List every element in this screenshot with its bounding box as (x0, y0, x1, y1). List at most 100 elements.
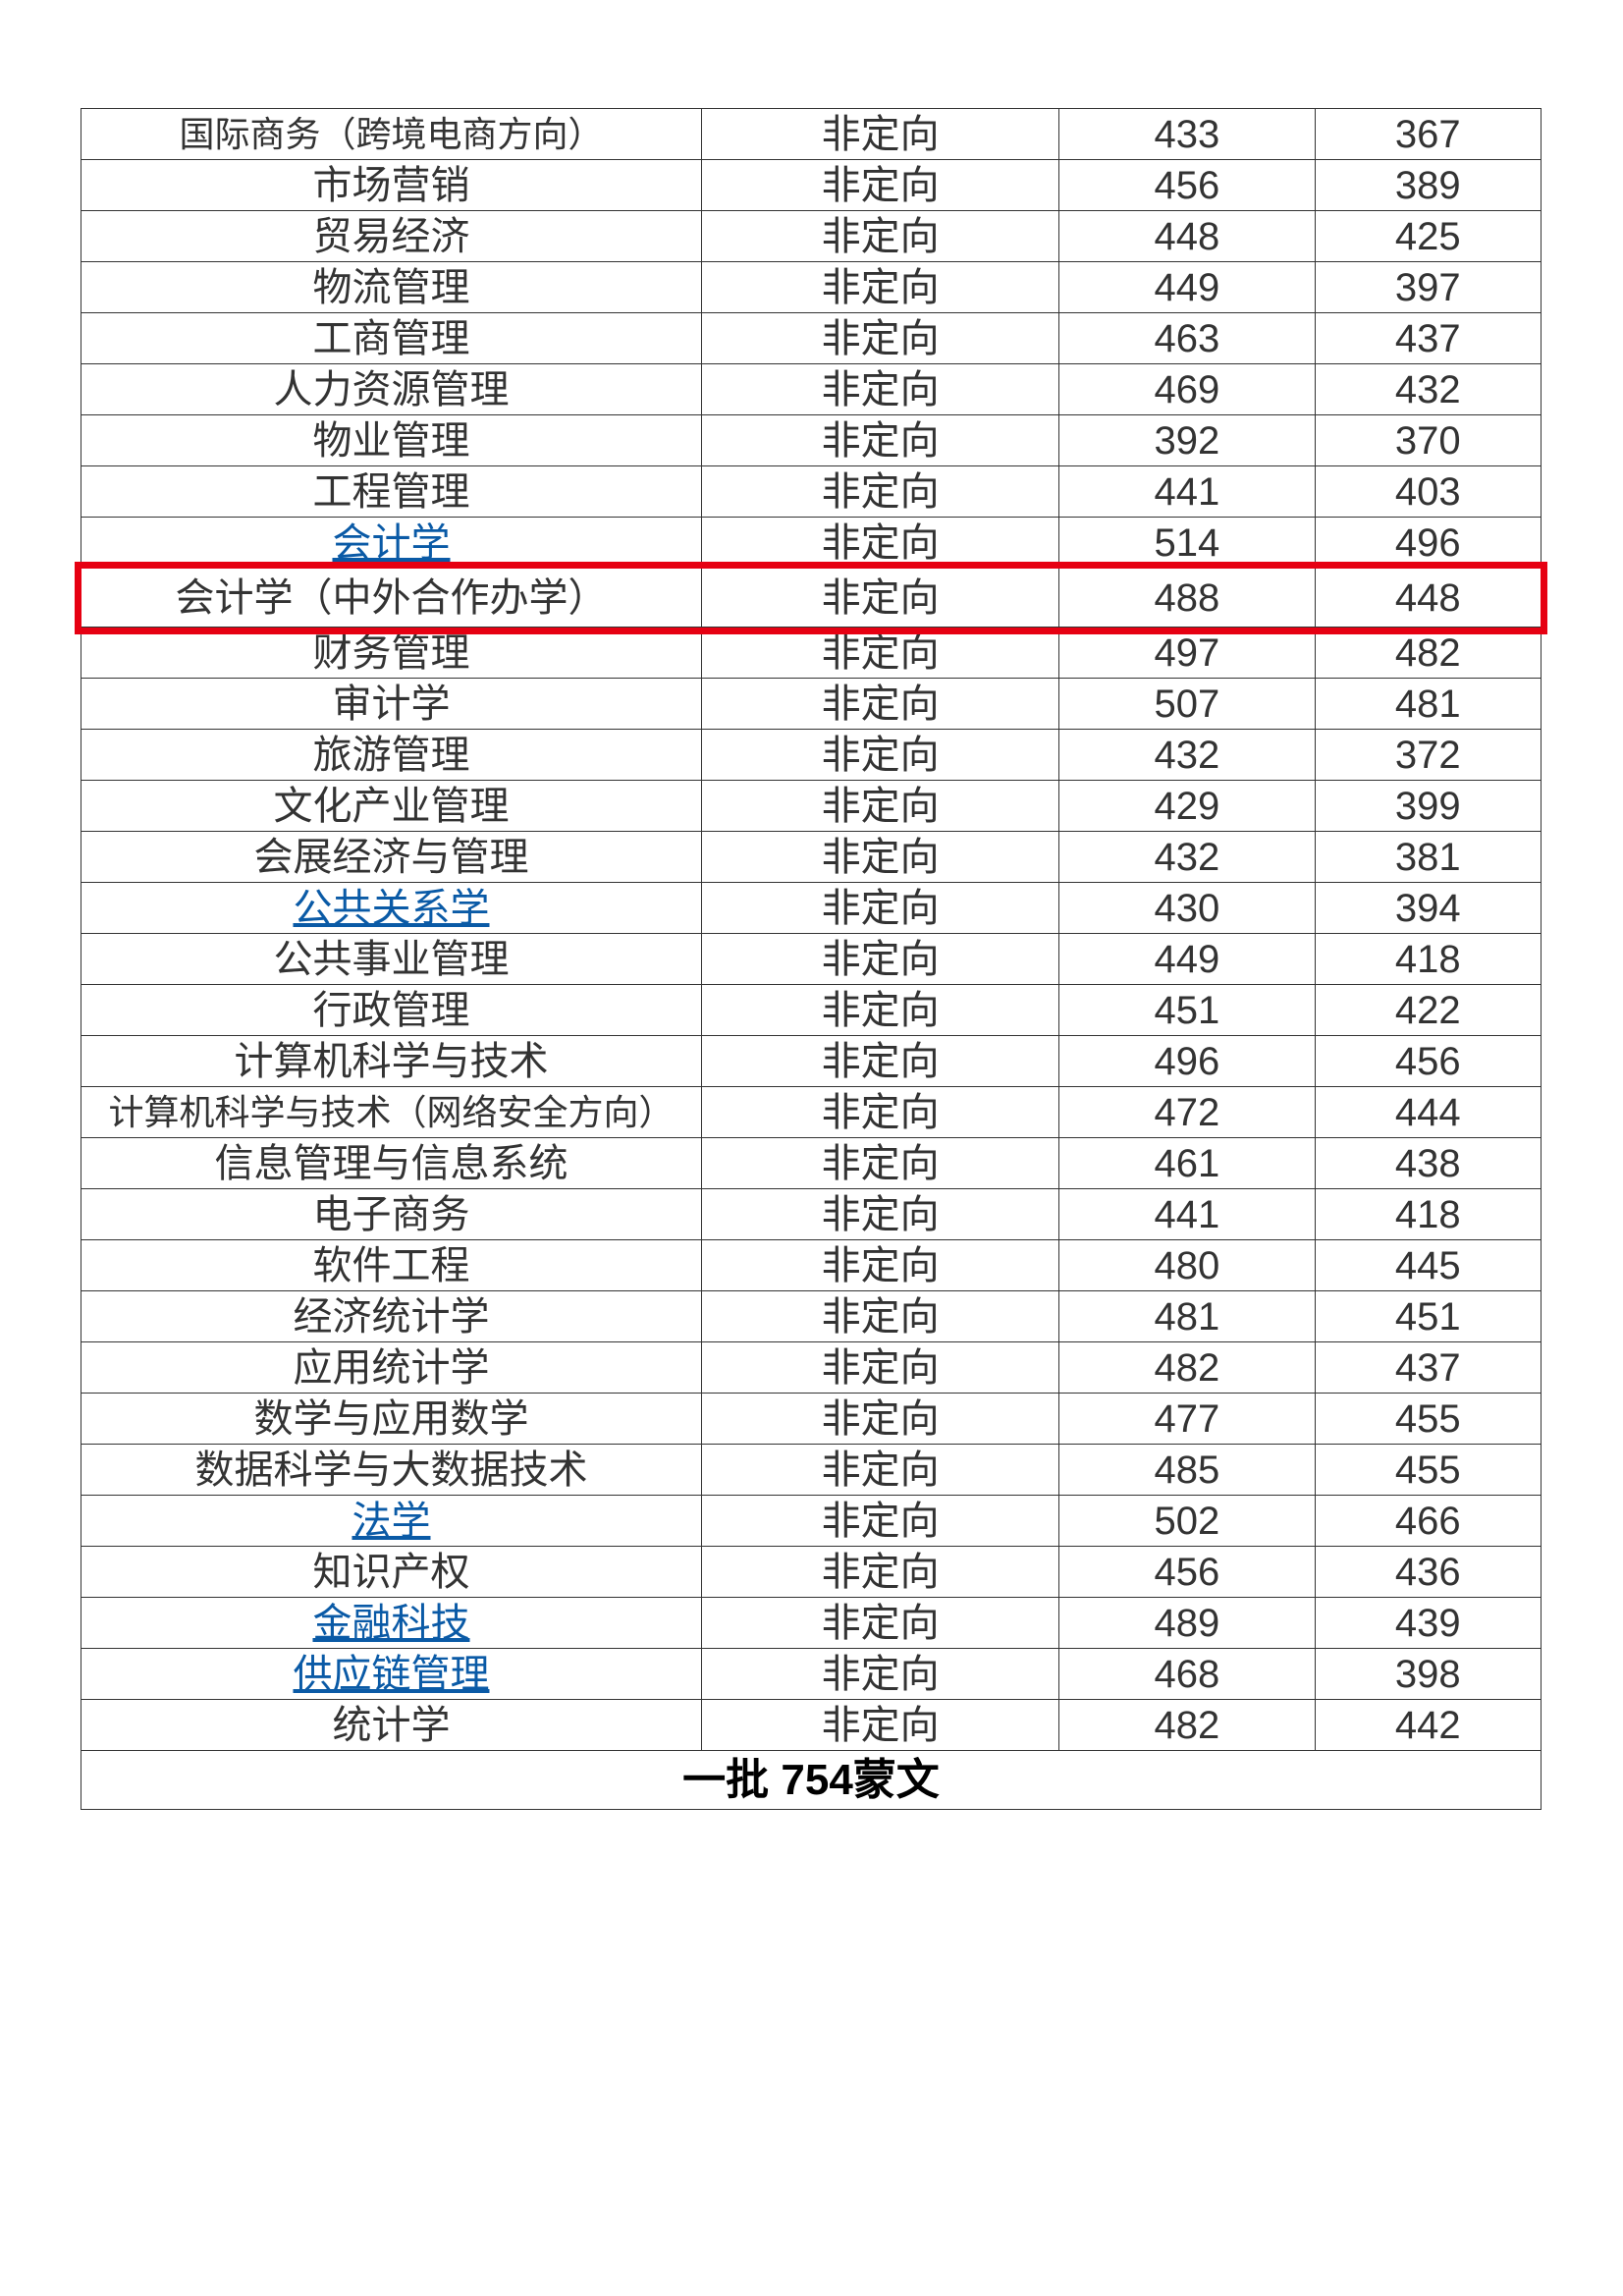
type-cell: 非定向 (701, 364, 1058, 415)
table-row: 供应链管理非定向468398 (81, 1649, 1542, 1700)
score2-cell: 394 (1315, 883, 1542, 934)
table-row: 计算机科学与技术（网络安全方向）非定向472444 (81, 1087, 1542, 1138)
major-cell: 工商管理 (81, 313, 702, 364)
score2-cell: 437 (1315, 1342, 1542, 1394)
major-cell: 金融科技 (81, 1598, 702, 1649)
score2-cell: 381 (1315, 832, 1542, 883)
type-cell: 非定向 (701, 1394, 1058, 1445)
score2-cell: 455 (1315, 1445, 1542, 1496)
table-row: 公共事业管理非定向449418 (81, 934, 1542, 985)
major-cell: 公共事业管理 (81, 934, 702, 985)
major-link[interactable]: 公共关系学 (293, 887, 489, 930)
major-cell: 物业管理 (81, 415, 702, 466)
score1-cell: 485 (1059, 1445, 1315, 1496)
section-header-row: 一批 754蒙文 (81, 1751, 1542, 1810)
table-row: 财务管理非定向497482 (81, 628, 1542, 679)
score1-cell: 514 (1059, 518, 1315, 569)
score1-cell: 451 (1059, 985, 1315, 1036)
table-row: 会计学 非定向514496 (81, 518, 1542, 569)
score1-cell: 468 (1059, 1649, 1315, 1700)
score1-cell: 432 (1059, 832, 1315, 883)
table-row: 国际商务（跨境电商方向）非定向433367 (81, 109, 1542, 160)
major-link[interactable]: 供应链管理 (293, 1653, 489, 1696)
major-cell: 计算机科学与技术（网络安全方向） (81, 1087, 702, 1138)
table-row: 统计学非定向482442 (81, 1700, 1542, 1751)
table-row: 会展经济与管理非定向432381 (81, 832, 1542, 883)
table-row: 知识产权非定向456436 (81, 1547, 1542, 1598)
major-cell: 文化产业管理 (81, 781, 702, 832)
score2-cell: 438 (1315, 1138, 1542, 1189)
major-cell: 知识产权 (81, 1547, 702, 1598)
score2-cell: 425 (1315, 211, 1542, 262)
table-row: 工商管理非定向463437 (81, 313, 1542, 364)
score2-cell: 439 (1315, 1598, 1542, 1649)
score1-cell: 456 (1059, 1547, 1315, 1598)
major-link[interactable]: 法学 (352, 1500, 430, 1543)
type-cell: 非定向 (701, 211, 1058, 262)
type-cell: 非定向 (701, 1138, 1058, 1189)
type-cell: 非定向 (701, 1087, 1058, 1138)
type-cell: 非定向 (701, 730, 1058, 781)
major-cell: 贸易经济 (81, 211, 702, 262)
type-cell: 非定向 (701, 313, 1058, 364)
type-cell: 非定向 (701, 679, 1058, 730)
major-cell: 人力资源管理 (81, 364, 702, 415)
score2-cell: 367 (1315, 109, 1542, 160)
major-cell: 会计学（中外合作办学） (81, 569, 702, 628)
table-row: 金融科技 非定向489439 (81, 1598, 1542, 1649)
type-cell: 非定向 (701, 1189, 1058, 1240)
score1-cell: 480 (1059, 1240, 1315, 1291)
major-cell: 旅游管理 (81, 730, 702, 781)
type-cell: 非定向 (701, 1496, 1058, 1547)
table-row: 公共关系学非定向430394 (81, 883, 1542, 934)
score2-cell: 455 (1315, 1394, 1542, 1445)
major-link[interactable]: 会计学 (332, 521, 450, 565)
type-cell: 非定向 (701, 415, 1058, 466)
score1-cell: 488 (1059, 569, 1315, 628)
score2-cell: 389 (1315, 160, 1542, 211)
score2-cell: 422 (1315, 985, 1542, 1036)
score1-cell: 482 (1059, 1700, 1315, 1751)
type-cell: 非定向 (701, 518, 1058, 569)
major-cell: 会计学 (81, 518, 702, 569)
major-link[interactable]: 金融科技 (312, 1602, 469, 1645)
score2-cell: 418 (1315, 934, 1542, 985)
major-cell: 经济统计学 (81, 1291, 702, 1342)
score1-cell: 461 (1059, 1138, 1315, 1189)
type-cell: 非定向 (701, 160, 1058, 211)
score2-cell: 451 (1315, 1291, 1542, 1342)
score2-cell: 482 (1315, 628, 1542, 679)
score1-cell: 433 (1059, 109, 1315, 160)
table-row: 工程管理非定向441403 (81, 466, 1542, 518)
score2-cell: 436 (1315, 1547, 1542, 1598)
score2-cell: 481 (1315, 679, 1542, 730)
major-cell: 国际商务（跨境电商方向） (81, 109, 702, 160)
type-cell: 非定向 (701, 628, 1058, 679)
score2-cell: 496 (1315, 518, 1542, 569)
major-cell: 供应链管理 (81, 1649, 702, 1700)
score1-cell: 472 (1059, 1087, 1315, 1138)
table-row: 审计学非定向507481 (81, 679, 1542, 730)
type-cell: 非定向 (701, 1342, 1058, 1394)
table-row: 数据科学与大数据技术非定向485455 (81, 1445, 1542, 1496)
score2-cell: 418 (1315, 1189, 1542, 1240)
admission-table: 国际商务（跨境电商方向）非定向433367市场营销非定向456389贸易经济非定… (81, 108, 1542, 1810)
type-cell: 非定向 (701, 1598, 1058, 1649)
score1-cell: 392 (1059, 415, 1315, 466)
score2-cell: 398 (1315, 1649, 1542, 1700)
score1-cell: 469 (1059, 364, 1315, 415)
type-cell: 非定向 (701, 466, 1058, 518)
score2-cell: 399 (1315, 781, 1542, 832)
type-cell: 非定向 (701, 985, 1058, 1036)
score1-cell: 432 (1059, 730, 1315, 781)
score1-cell: 429 (1059, 781, 1315, 832)
table-row: 信息管理与信息系统非定向461438 (81, 1138, 1542, 1189)
score2-cell: 432 (1315, 364, 1542, 415)
score2-cell: 370 (1315, 415, 1542, 466)
table-row: 贸易经济非定向448425 (81, 211, 1542, 262)
score2-cell: 448 (1315, 569, 1542, 628)
score1-cell: 489 (1059, 1598, 1315, 1649)
table-row: 旅游管理非定向432372 (81, 730, 1542, 781)
table-row: 物流管理非定向449397 (81, 262, 1542, 313)
type-cell: 非定向 (701, 883, 1058, 934)
